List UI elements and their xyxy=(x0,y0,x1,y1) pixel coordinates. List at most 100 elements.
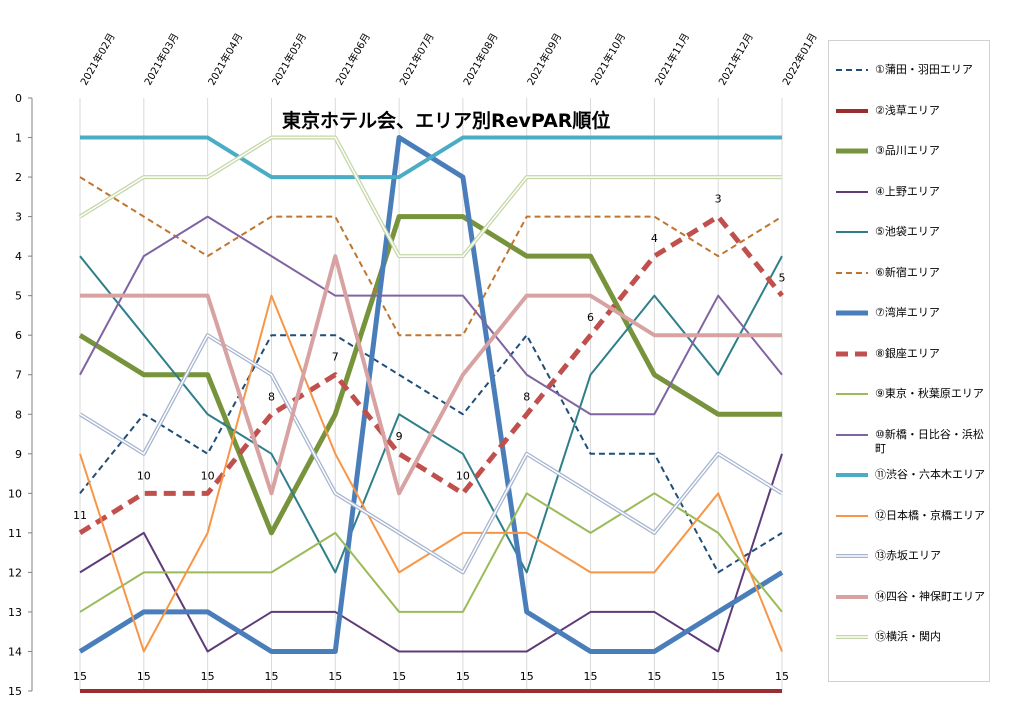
series-line-3 xyxy=(78,214,782,536)
legend-swatch xyxy=(836,594,868,599)
legend: ①蒲田・羽田エリア ②浅草エリア ③品川エリア ④上野エリア ⑤池袋エリア ⑥新宿エリア ⑦… xyxy=(828,40,990,682)
legend-label: ⑫日本橋・京橋エリア xyxy=(875,508,985,522)
x-tick-label: 2021年04月 xyxy=(205,31,245,88)
legend-label: ①蒲田・羽田エリア xyxy=(875,63,973,76)
legend-label: ⑤池袋エリア xyxy=(875,225,940,238)
y-tick-label: 8 xyxy=(15,408,22,421)
y-tick-label: 11 xyxy=(8,527,22,540)
series-line-9 xyxy=(79,492,783,613)
data-label: 4 xyxy=(651,232,658,245)
y-tick-label: 7 xyxy=(15,369,22,382)
bottom-label: 15 xyxy=(456,670,470,683)
series-line-1 xyxy=(79,334,783,574)
y-tick-label: 0 xyxy=(15,92,22,105)
data-label: 8 xyxy=(268,390,275,403)
x-tick-label: 2021年12月 xyxy=(716,31,756,88)
legend-label: ⑮横浜・関内 xyxy=(875,630,941,643)
bottom-label: 15 xyxy=(201,670,215,683)
series-line-12 xyxy=(79,294,783,653)
x-tick-label: 2021年03月 xyxy=(141,31,181,88)
x-axis: 2021年02月 2021年03月 2021年04月 2021年05月 2021年06月… xyxy=(77,31,819,88)
bottom-label: 15 xyxy=(647,670,661,683)
x-tick-label: 2021年10月 xyxy=(588,31,628,88)
x-tick-label: 2021年05月 xyxy=(269,31,309,88)
data-label: 9 xyxy=(396,430,403,443)
data-label: 8 xyxy=(523,390,530,403)
series-line-14 xyxy=(80,254,782,496)
y-tick-label: 4 xyxy=(15,250,22,263)
legend-swatch xyxy=(836,231,868,233)
legend-swatch xyxy=(836,554,868,558)
y-tick-label: 1 xyxy=(15,132,22,145)
bottom-label: 15 xyxy=(584,670,598,683)
legend-label: ⑨東京・秋葉原エリア xyxy=(875,387,984,400)
legend-swatch xyxy=(836,514,868,517)
bottom-label: 15 xyxy=(392,670,406,683)
data-label: 10 xyxy=(201,469,215,482)
bottom-label: 15 xyxy=(520,670,534,683)
data-label: 10 xyxy=(137,469,151,482)
series-line-4 xyxy=(79,453,783,653)
data-label: 3 xyxy=(715,193,722,206)
data-label: 6 xyxy=(587,311,594,324)
x-tick-label: 2021年02月 xyxy=(77,31,117,88)
bottom-labels: 15 15 15 15 15 15 15 15 15 15 15 15 xyxy=(73,670,789,683)
bottom-label: 15 xyxy=(328,670,342,683)
y-tick-label: 2 xyxy=(15,171,22,184)
legend-swatch xyxy=(836,433,868,436)
x-tick-label: 2021年09月 xyxy=(524,31,564,88)
legend-label: ③品川エリア xyxy=(875,144,940,157)
bottom-label: 15 xyxy=(775,670,789,683)
x-tick-label: 2021年07月 xyxy=(396,31,436,88)
x-tick-label: 2021年08月 xyxy=(460,31,500,88)
legend-label: ⑭四谷・神保町エリア xyxy=(875,589,985,603)
legend-label: ⑦湾岸エリア xyxy=(875,306,940,319)
bottom-label: 15 xyxy=(264,670,278,683)
y-tick-label: 5 xyxy=(15,290,22,303)
series-lines xyxy=(78,135,784,693)
legend-swatch xyxy=(836,148,868,154)
series-line-inner-15 xyxy=(79,136,782,257)
legend-swatch xyxy=(836,190,868,193)
y-tick-label: 9 xyxy=(15,448,22,461)
data-labels: 11 10 10 8 7 9 10 8 6 4 3 5 xyxy=(73,193,786,522)
legend-swatch xyxy=(836,473,868,477)
legend-label: ⑥新宿エリア xyxy=(875,265,940,279)
y-tick-label: 10 xyxy=(8,487,22,500)
legend-label: ④上野エリア xyxy=(875,184,940,198)
y-tick-label: 14 xyxy=(8,645,22,658)
chart-title: 東京ホテル会、エリア別RevPAR順位 xyxy=(282,110,611,132)
y-tick-label: 6 xyxy=(15,329,22,342)
series-line-6 xyxy=(79,176,783,337)
x-tick-label: 2021年11月 xyxy=(652,31,692,88)
legend-swatch xyxy=(836,393,868,395)
y-tick-label: 3 xyxy=(15,211,22,224)
legend-label: ⑩新橋・日比谷・浜松町 xyxy=(875,427,984,455)
y-tick-label: 13 xyxy=(8,606,22,619)
data-label: 5 xyxy=(779,272,786,285)
legend-swatch xyxy=(836,271,868,274)
y-tick-label: 12 xyxy=(8,566,22,579)
series-line-11 xyxy=(80,135,782,180)
series-line-inner-13 xyxy=(79,334,783,574)
x-tick-label: 2022年01月 xyxy=(779,31,819,88)
legend-swatch xyxy=(836,635,868,639)
bottom-label: 15 xyxy=(711,670,725,683)
data-label: 11 xyxy=(73,509,87,522)
data-label: 7 xyxy=(332,351,339,364)
legend-label: ②浅草エリア xyxy=(875,103,940,117)
legend-swatch xyxy=(836,108,868,113)
legend-label: ⑬赤坂エリア xyxy=(875,549,941,562)
legend-swatch xyxy=(836,351,868,356)
data-label: 10 xyxy=(456,469,470,482)
legend-label: ⑧銀座エリア xyxy=(875,346,940,360)
x-tick-label: 2021年06月 xyxy=(333,31,373,88)
legend-label: ⑪渋谷・六本木エリア xyxy=(875,468,985,481)
bottom-label: 15 xyxy=(137,670,151,683)
series-line-5 xyxy=(79,255,783,574)
legend-swatch xyxy=(836,310,868,316)
series-line-10 xyxy=(79,215,783,416)
y-tick-label: 15 xyxy=(8,685,22,698)
